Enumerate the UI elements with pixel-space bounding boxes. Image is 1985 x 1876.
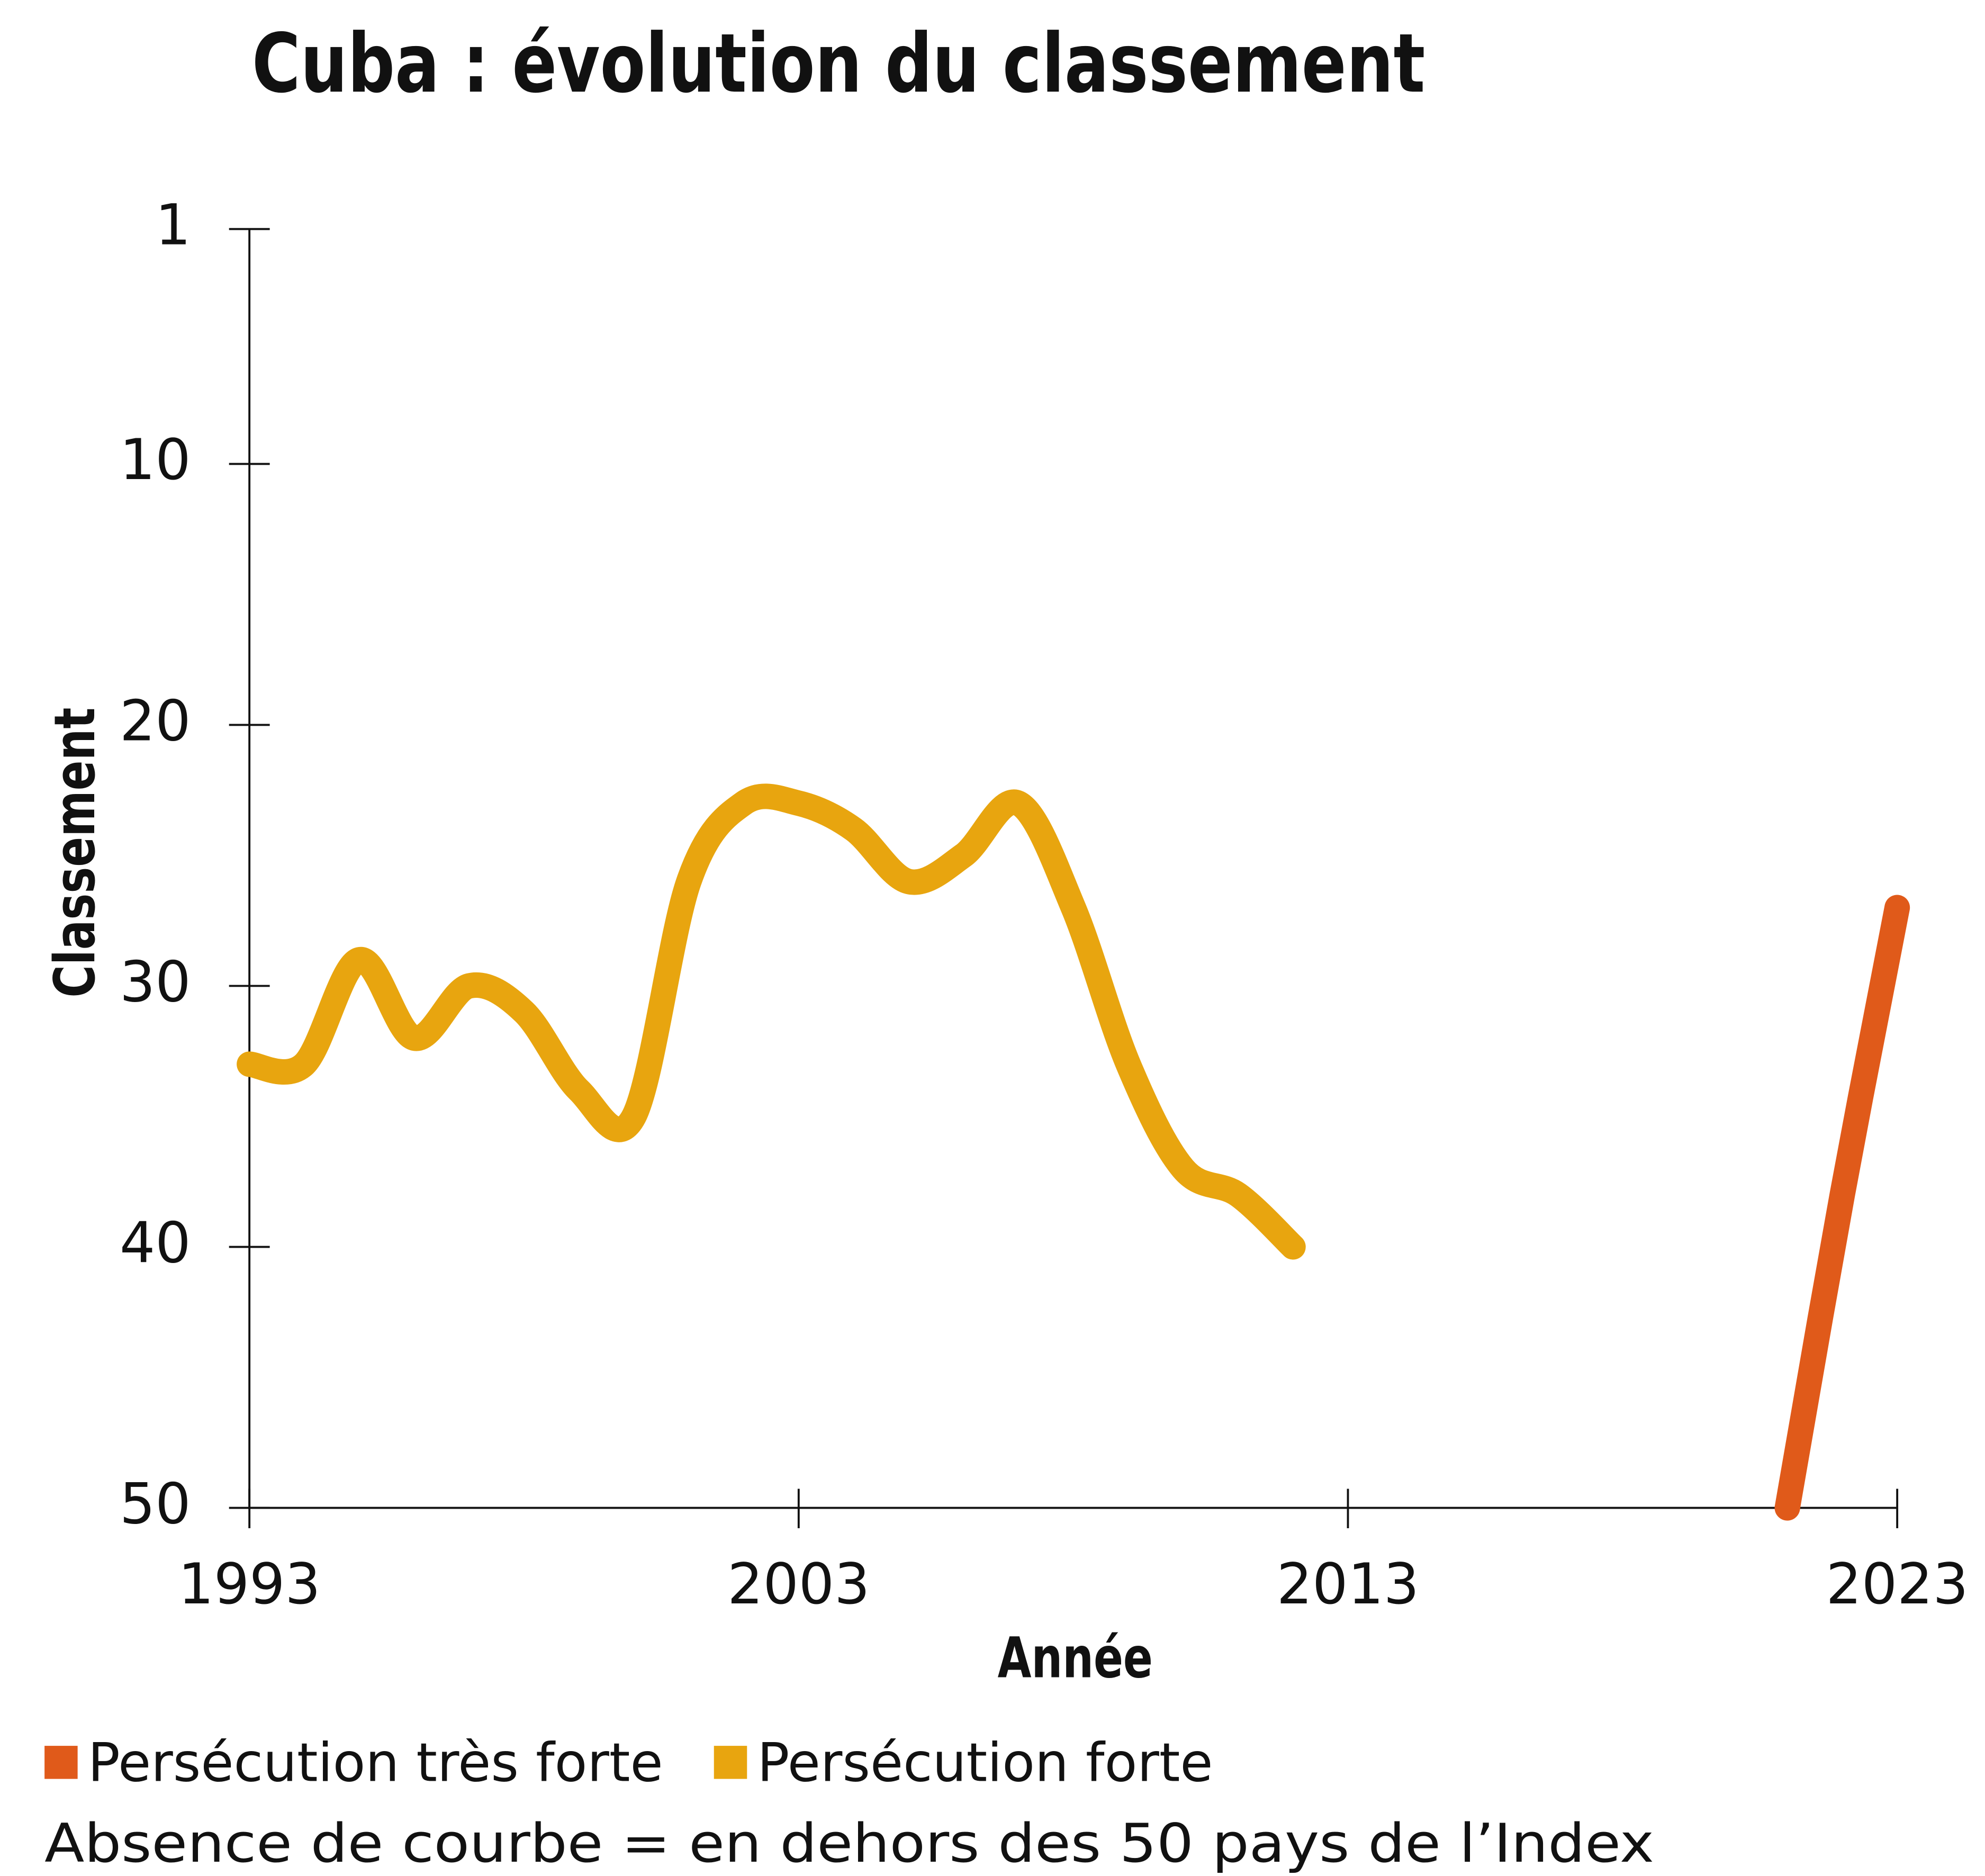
y-axis-label: Classement: [42, 708, 107, 998]
legend-label: Persécution très forte: [88, 1731, 663, 1793]
legend-label: Persécution forte: [757, 1731, 1213, 1793]
legend-swatch: [44, 1746, 78, 1779]
y-tick-label: 10: [120, 427, 191, 492]
y-tick-label: 50: [120, 1471, 191, 1536]
series-line: [1774, 895, 1910, 1521]
x-tick-label: 2003: [727, 1552, 870, 1617]
note: Absence de courbe = en dehors des 50 pay…: [44, 1812, 1654, 1874]
y-tick-label: 1: [155, 193, 191, 258]
y-tick-label: 40: [120, 1210, 191, 1275]
y-tick-label: 20: [120, 688, 191, 753]
series-line: [237, 783, 1306, 1260]
x-tick-label: 2013: [1277, 1552, 1419, 1617]
y-tick-label: 30: [120, 949, 191, 1014]
x-tick-label: 1993: [178, 1552, 321, 1617]
x-tick-label: 2023: [1826, 1552, 1969, 1617]
legend-swatch: [714, 1746, 747, 1779]
chart-title: Cuba : évolution du classement: [252, 16, 1425, 111]
x-axis-label: Année: [998, 1625, 1153, 1690]
